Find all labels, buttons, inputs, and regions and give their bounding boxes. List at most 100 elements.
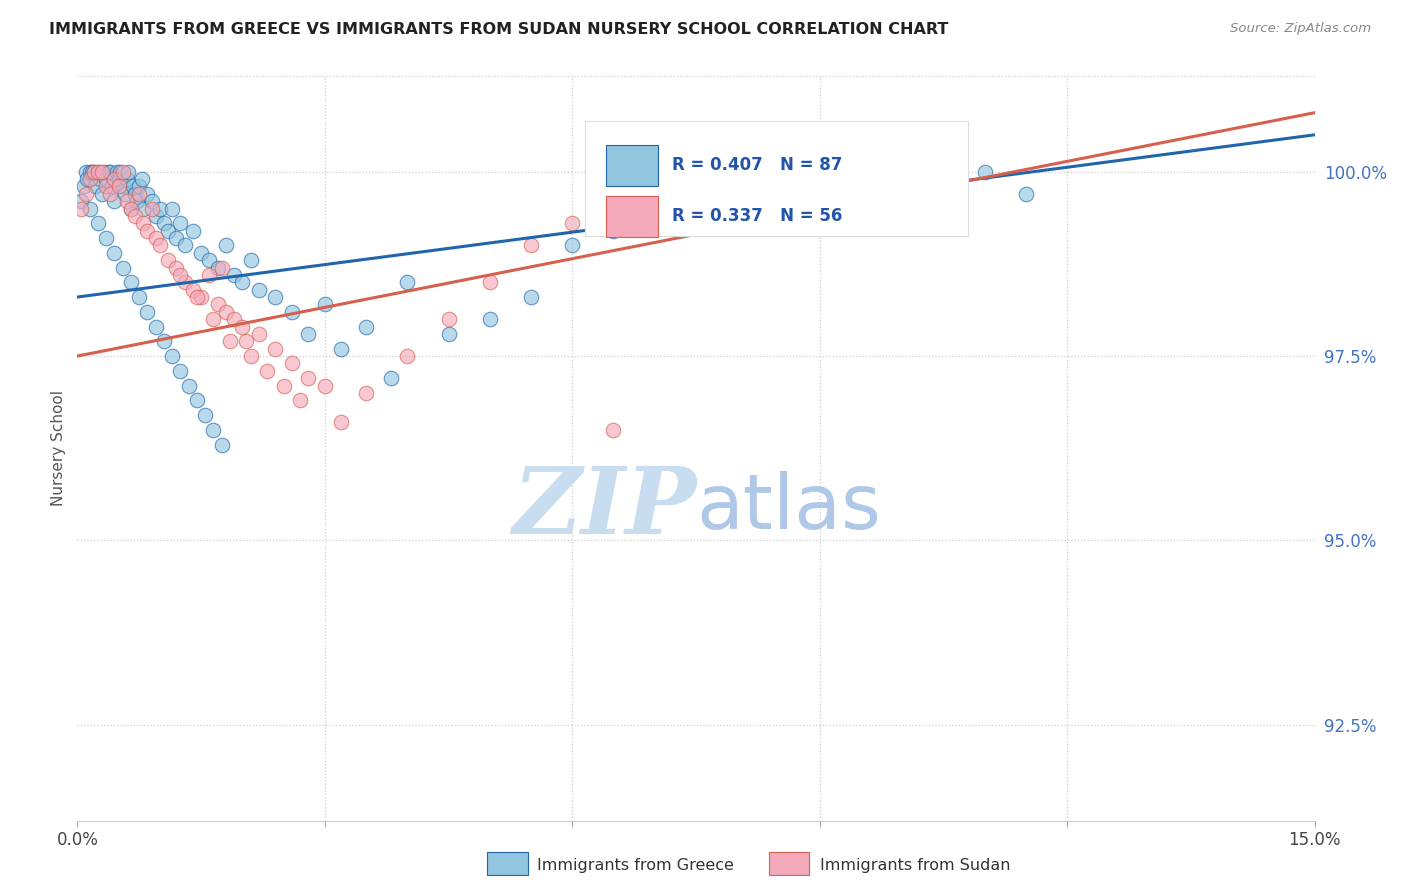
Point [181,283,204,297]
Point [297,326,319,341]
Point [115,194,138,209]
Point [354,385,377,400]
Point [644,194,666,209]
Point [145,209,167,223]
Point [136,224,159,238]
Point [173,238,195,252]
Point [281,305,304,319]
Text: R = 0.337   N = 56: R = 0.337 N = 56 [672,207,842,225]
Point [165,231,187,245]
Bar [606,195,658,236]
Point [239,253,262,268]
Point [70,202,93,216]
Point [98,164,121,178]
Point [96,179,118,194]
Point [87,216,110,230]
Point [273,378,295,392]
Point [1015,186,1038,201]
Point [103,245,125,260]
Point [808,164,831,178]
Point [128,186,150,201]
Point [87,164,110,178]
Point [173,275,195,289]
Point [215,305,238,319]
Point [73,179,96,194]
Point [128,179,150,194]
Point [101,179,124,194]
Point [808,179,831,194]
Point [190,245,212,260]
Point [141,194,163,209]
Point [202,423,225,437]
Point [725,172,748,186]
Point [160,349,183,363]
Point [98,186,121,201]
Point [207,260,229,275]
Point [89,172,111,186]
Point [169,268,191,282]
Point [194,408,217,422]
Point [149,238,172,252]
Point [131,172,153,186]
FancyBboxPatch shape [585,120,969,236]
Point [247,326,270,341]
Point [97,164,120,178]
Point [111,260,134,275]
Point [198,253,221,268]
Point [169,364,191,378]
Y-axis label: Nursery School: Nursery School [51,390,66,507]
Point [96,231,118,245]
Point [520,238,543,252]
Point [644,209,666,223]
Point [107,179,129,194]
Point [103,194,125,209]
Text: IMMIGRANTS FROM GREECE VS IMMIGRANTS FROM SUDAN NURSERY SCHOOL CORRELATION CHART: IMMIGRANTS FROM GREECE VS IMMIGRANTS FRO… [49,22,949,37]
Point [79,164,101,178]
Point [128,290,150,304]
Point [114,186,136,201]
Point [83,164,105,178]
Point [297,371,319,385]
Point [478,312,501,326]
Point [153,216,176,230]
Point [93,164,115,178]
Point [111,179,134,194]
Point [169,216,191,230]
Point [110,164,132,178]
Point [215,238,238,252]
Point [222,268,245,282]
Point [153,334,176,349]
Point [120,202,142,216]
Point [136,186,159,201]
Point [330,416,353,430]
Point [157,224,180,238]
Point [160,202,183,216]
Point [211,437,233,451]
Point [354,319,377,334]
Point [602,423,624,437]
Point [76,172,98,186]
Point [231,275,253,289]
Point [520,290,543,304]
Point [124,209,146,223]
Point [181,224,204,238]
Point [105,164,128,178]
Point [132,202,155,216]
Point [136,305,159,319]
Point [891,172,914,186]
Point [141,202,163,216]
Point [602,224,624,238]
Point [70,194,93,209]
Point [157,253,180,268]
Point [973,164,995,178]
Point [124,186,146,201]
Point [83,164,105,178]
Point [115,172,138,186]
Point [314,297,336,311]
Point [145,231,167,245]
Point [219,334,242,349]
Point [207,297,229,311]
Point [82,164,104,178]
Point [122,179,145,194]
Point [330,342,353,356]
